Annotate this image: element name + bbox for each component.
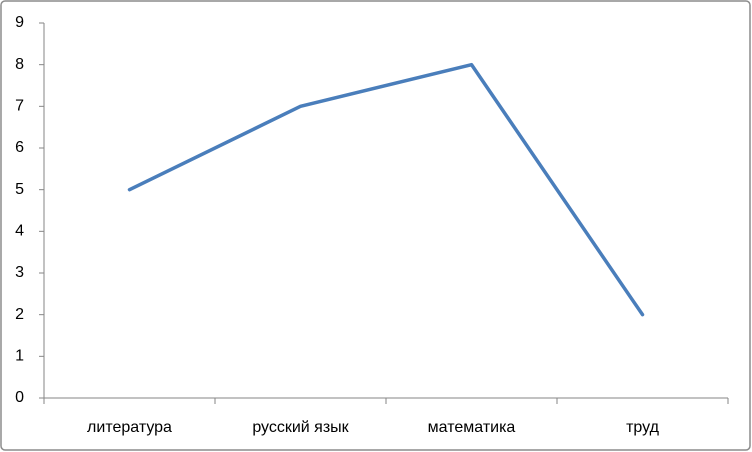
- y-tick-label: 7: [15, 98, 24, 115]
- x-tick-label: литература: [87, 419, 172, 436]
- data-line: [127, 62, 645, 317]
- x-tick-label: труд: [626, 419, 660, 436]
- x-tick-label: русский язык: [252, 419, 349, 436]
- y-tick-label: 9: [15, 14, 24, 31]
- y-tick-label: 2: [15, 306, 24, 323]
- y-tick-label: 6: [15, 139, 24, 156]
- y-tick-label: 4: [15, 223, 24, 240]
- x-tick-label: математика: [428, 419, 516, 436]
- y-tick-label: 3: [15, 264, 24, 281]
- y-tick-label: 0: [15, 389, 24, 406]
- y-tick-label: 8: [15, 56, 24, 73]
- y-tick-label: 1: [15, 348, 24, 365]
- y-tick-label: 5: [15, 181, 24, 198]
